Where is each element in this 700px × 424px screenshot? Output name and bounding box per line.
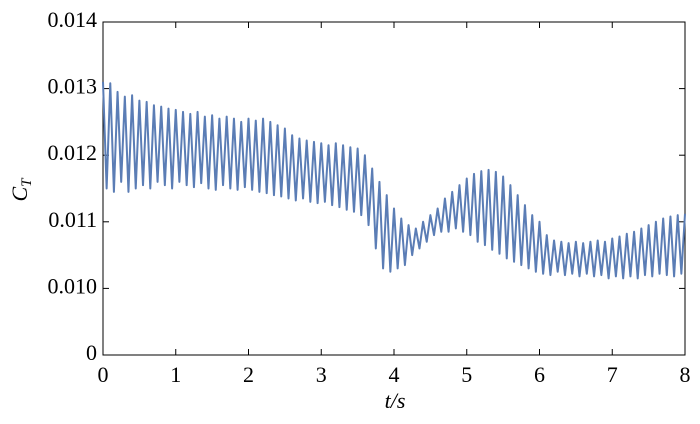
x-tick-label: 3 — [316, 362, 327, 387]
y-tick-label: 0.010 — [48, 273, 98, 298]
y-tick-label: 0.011 — [48, 207, 97, 232]
y-tick-label: 0.013 — [48, 74, 98, 99]
y-axis-label: CT — [7, 177, 35, 202]
y-tick-label: 0.012 — [48, 140, 98, 165]
y-axis-label-main: C — [7, 187, 32, 202]
x-tick-label: 2 — [243, 362, 254, 387]
x-tick-label: 1 — [170, 362, 181, 387]
y-axis-label-subscript: T — [19, 177, 35, 187]
data-line — [102, 81, 686, 280]
x-tick-label: 0 — [98, 362, 109, 387]
x-tick-label: 8 — [680, 362, 691, 387]
y-tick-label: 0.014 — [48, 7, 98, 32]
x-tick-label: 5 — [461, 362, 472, 387]
plot-frame — [102, 21, 686, 356]
x-tick-label: 7 — [607, 362, 618, 387]
x-tick-label: 6 — [534, 362, 545, 387]
y-axis-label-group: CT — [7, 177, 35, 202]
x-axis-label: t/s — [385, 388, 406, 413]
y-tick-label: 0 — [86, 340, 97, 365]
x-tick-label: 4 — [389, 362, 400, 387]
